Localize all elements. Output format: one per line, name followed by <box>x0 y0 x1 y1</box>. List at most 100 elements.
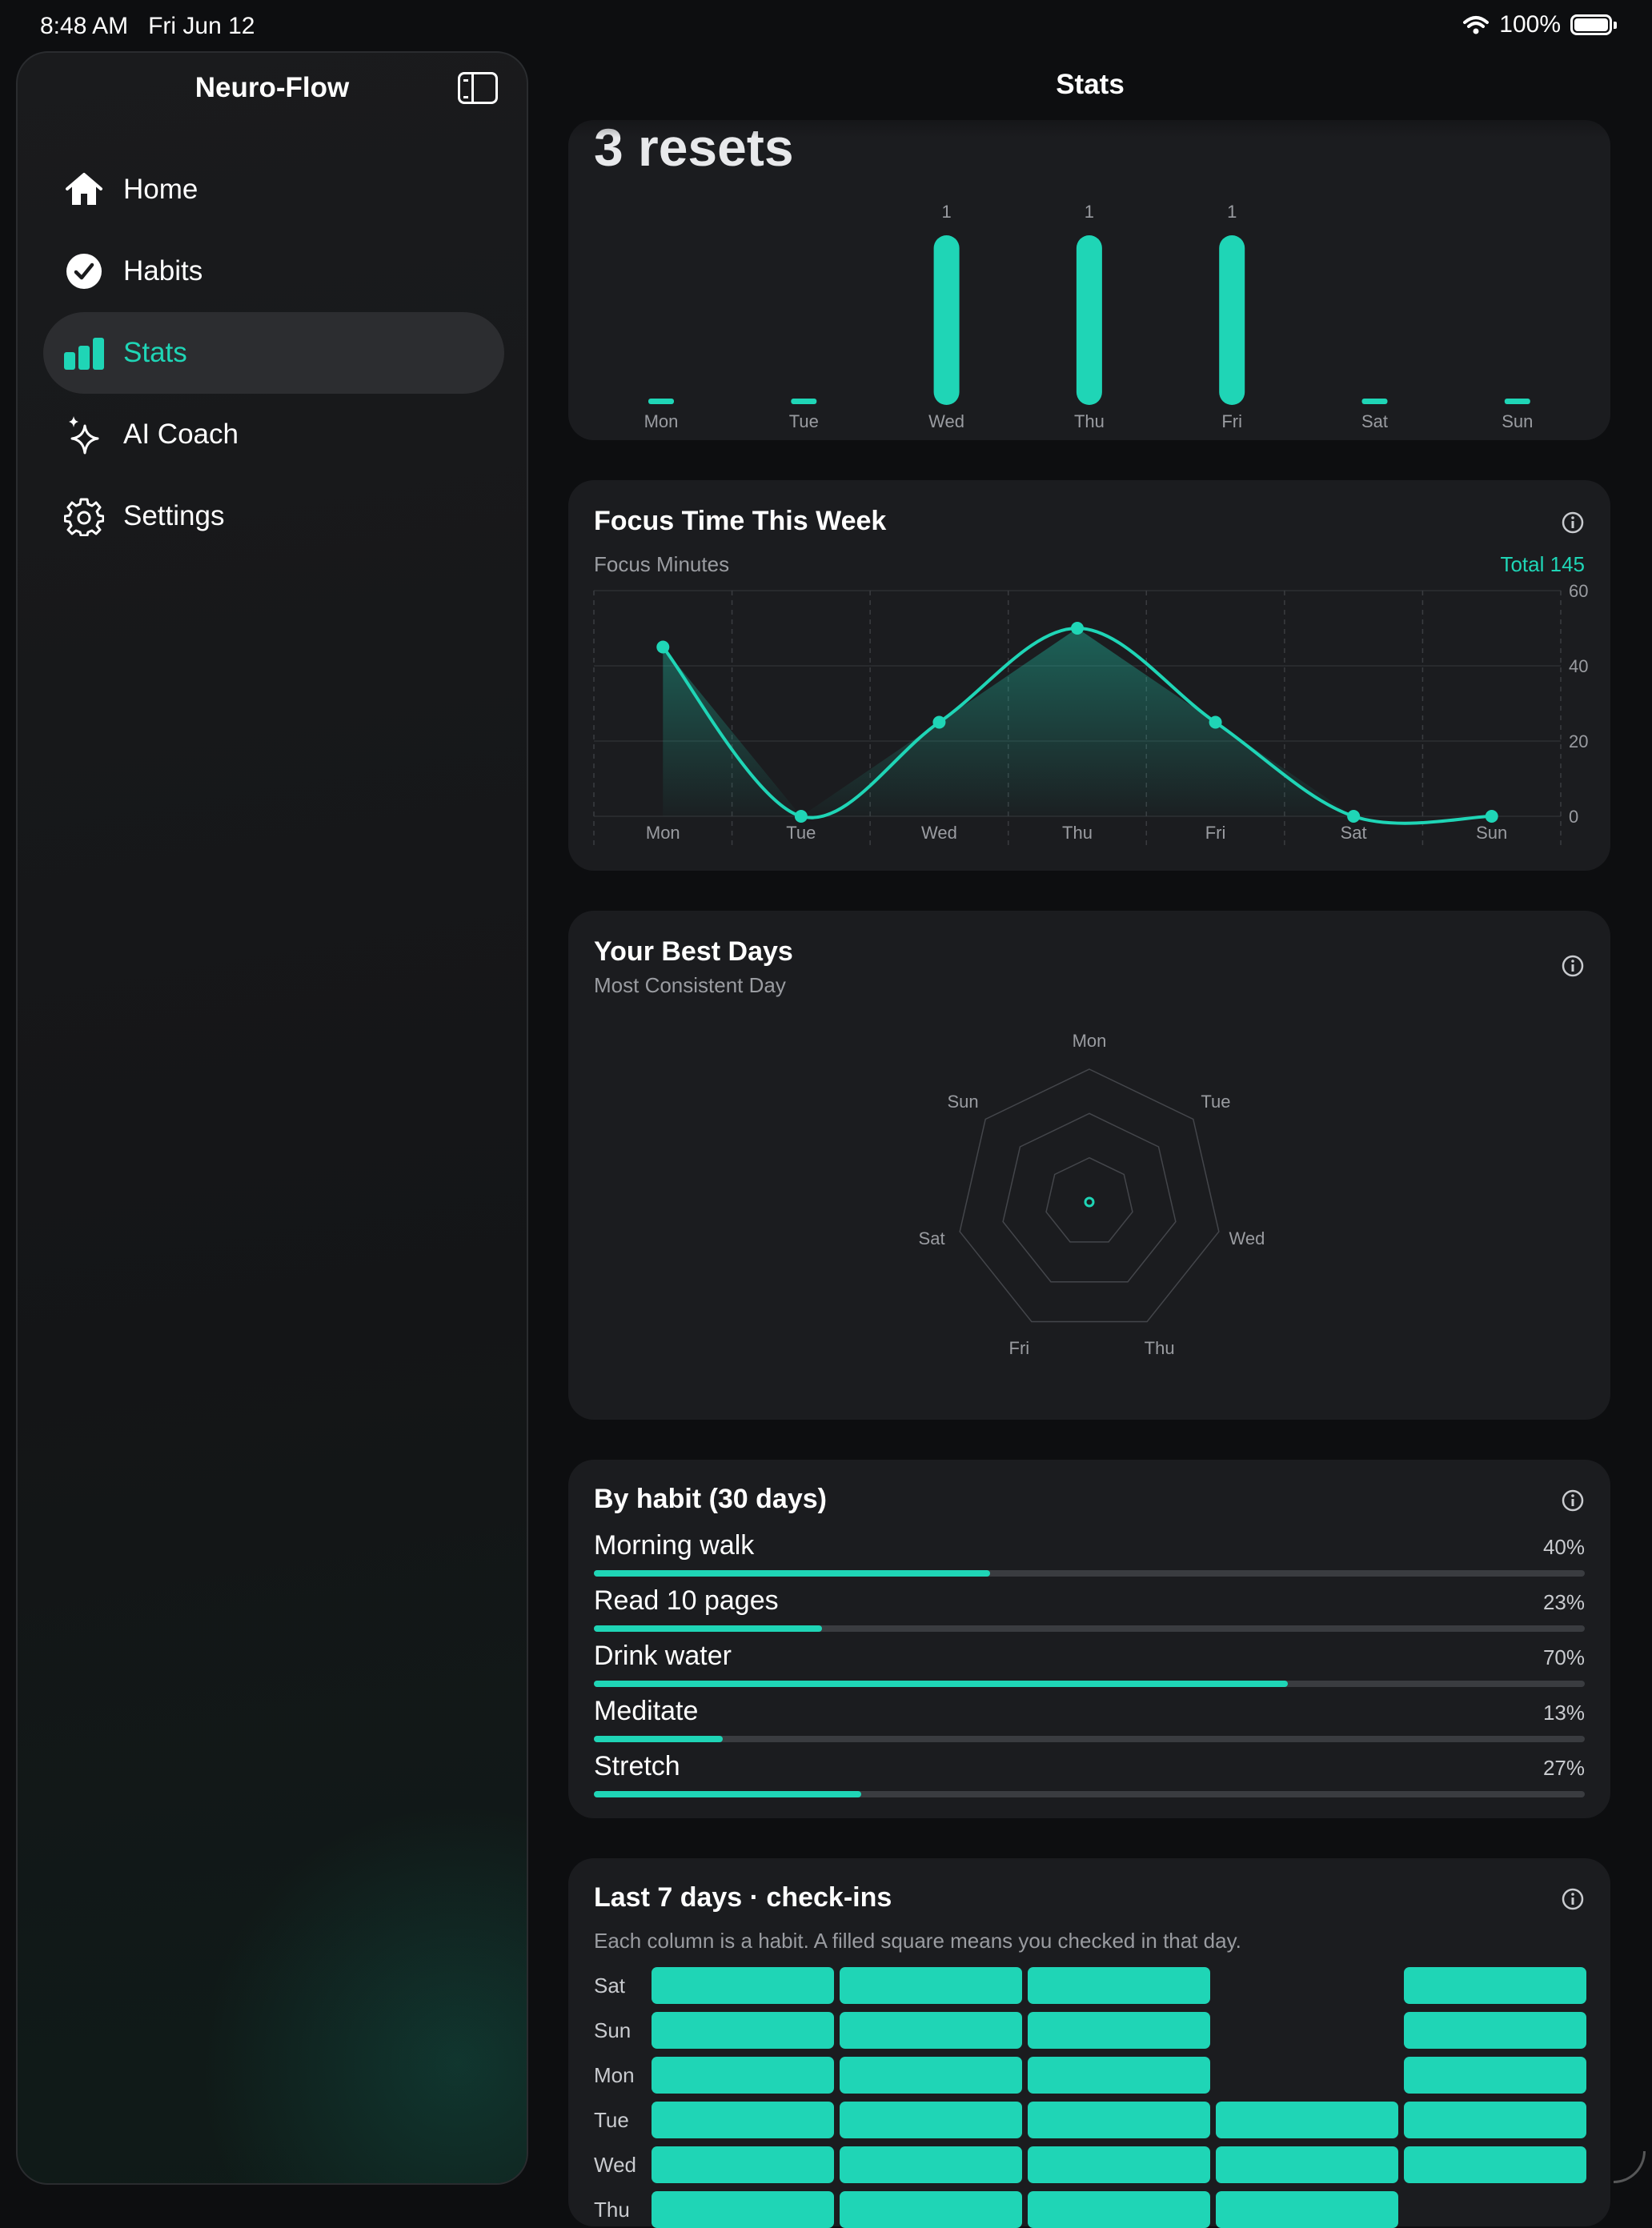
sidebar-item-settings[interactable]: Settings <box>43 475 504 557</box>
status-bar: 8:48 AM Fri Jun 12 100% <box>0 0 1652 51</box>
sidebar-item-ai-coach[interactable]: AI Coach <box>43 394 504 475</box>
x-tick-label: Thu <box>1062 823 1093 843</box>
habit-progress-track <box>594 1736 1585 1742</box>
x-tick-label: Fri <box>1221 411 1242 431</box>
y-tick-label: 60 <box>1569 581 1588 601</box>
data-point <box>1209 716 1222 729</box>
habit-progress-track <box>594 1791 1585 1797</box>
checkin-cell <box>1404 1967 1586 2004</box>
x-tick-label: Sat <box>1361 411 1388 431</box>
checkin-cell <box>1404 2057 1586 2094</box>
habit-progress-fill <box>594 1791 861 1797</box>
habit-name: Meditate <box>594 1696 698 1727</box>
checkmark-circle-icon <box>64 251 104 291</box>
bar-data-label: 1 <box>941 202 951 222</box>
habit-percent: 13% <box>1543 1701 1585 1725</box>
habit-row-morning-walk: Morning walk 40% <box>594 1530 1585 1578</box>
wifi-icon <box>1462 14 1490 35</box>
checkin-cell <box>840 2102 1022 2138</box>
scroll-corner-indicator <box>1614 2151 1646 2183</box>
house-icon <box>64 170 104 210</box>
habit-percent: 27% <box>1543 1756 1585 1781</box>
clock-date: Fri Jun 12 <box>148 13 255 39</box>
habit-percent: 70% <box>1543 1645 1585 1670</box>
checkin-cell <box>840 1967 1022 2004</box>
y-tick-label: 40 <box>1569 656 1588 676</box>
checkin-cell <box>1028 1967 1210 2004</box>
bar <box>648 399 674 404</box>
sidebar-item-home[interactable]: Home <box>43 149 504 230</box>
habit-row-drink-water: Drink water 70% <box>594 1641 1585 1689</box>
x-tick-label: Fri <box>1205 823 1226 843</box>
habit-row-read-10-pages: Read 10 pages 23% <box>594 1585 1585 1633</box>
habit-name: Read 10 pages <box>594 1585 779 1617</box>
checkin-cell <box>1028 2102 1210 2138</box>
x-tick-label: Sun <box>1502 411 1533 431</box>
battery-percent: 100% <box>1499 11 1561 38</box>
checkin-cell <box>652 2057 834 2094</box>
habit-progress-fill <box>594 1681 1288 1687</box>
x-tick-label: Thu <box>1074 411 1105 431</box>
bar <box>1505 399 1530 404</box>
bar <box>934 235 960 405</box>
habit-progress-track <box>594 1570 1585 1577</box>
x-tick-label: Mon <box>646 823 680 843</box>
habit-progress-track <box>594 1625 1585 1632</box>
info-icon[interactable] <box>1561 1887 1585 1911</box>
habit-progress-fill <box>594 1736 723 1742</box>
checkins-card: Last 7 days · check-ins Each column is a… <box>568 1858 1610 2226</box>
radar-axis-label: Tue <box>1201 1092 1230 1112</box>
checkins-title: Last 7 days · check-ins <box>594 1882 892 1913</box>
sidebar-toggle-icon[interactable] <box>458 72 498 104</box>
radar-axis-label: Wed <box>1229 1228 1265 1248</box>
bar <box>1219 235 1245 405</box>
checkin-cell <box>840 2146 1022 2183</box>
radar-axis-label: Sat <box>919 1228 945 1248</box>
habit-name: Stretch <box>594 1751 680 1782</box>
checkin-day-label: Tue <box>594 2108 629 2133</box>
bar-data-label: 1 <box>1085 202 1094 222</box>
habit-row-meditate: Meditate 13% <box>594 1696 1585 1744</box>
checkin-cell <box>840 2012 1022 2049</box>
radar-center-point <box>1085 1198 1093 1206</box>
x-tick-label: Wed <box>928 411 964 431</box>
radar-axis-label: Mon <box>1073 1031 1107 1051</box>
by-habit-card: By habit (30 days) Morning walk 40% Read… <box>568 1460 1610 1818</box>
bar <box>791 399 816 404</box>
radar-grid-ring <box>960 1069 1219 1322</box>
x-tick-label: Wed <box>921 823 957 843</box>
checkin-day-label: Thu <box>594 2198 630 2222</box>
checkin-day-label: Sun <box>594 2018 631 2043</box>
bar-data-label: 1 <box>1227 202 1237 222</box>
y-tick-label: 20 <box>1569 731 1588 751</box>
x-tick-label: Sat <box>1341 823 1367 843</box>
sidebar-item-label: Home <box>123 174 198 206</box>
checkin-day-label: Sat <box>594 1974 625 1998</box>
checkin-cell <box>840 2057 1022 2094</box>
sidebar-item-stats[interactable]: Stats <box>43 312 504 394</box>
area-fill <box>663 628 1491 816</box>
x-tick-label: Sun <box>1476 823 1507 843</box>
x-tick-label: Mon <box>644 411 679 431</box>
checkin-cell <box>1404 2012 1586 2049</box>
checkin-cell <box>1216 2102 1398 2138</box>
data-point <box>1486 810 1498 823</box>
info-icon[interactable] <box>1561 1489 1585 1513</box>
checkin-cell <box>652 2012 834 2049</box>
header-fade <box>528 96 1652 138</box>
radar-axis-label: Sun <box>947 1092 978 1112</box>
habit-name: Morning walk <box>594 1530 754 1561</box>
checkin-cell <box>652 2102 834 2138</box>
radar-axis-label: Thu <box>1145 1338 1175 1358</box>
data-point <box>795 810 808 823</box>
habit-name: Drink water <box>594 1641 732 1672</box>
checkin-cell <box>1028 2057 1210 2094</box>
checkin-cell <box>1216 2146 1398 2183</box>
sidebar-item-habits[interactable]: Habits <box>43 230 504 312</box>
by-habit-title: By habit (30 days) <box>594 1484 827 1515</box>
clock-time: 8:48 AM <box>40 13 128 39</box>
sidebar-item-label: Habits <box>123 255 202 287</box>
